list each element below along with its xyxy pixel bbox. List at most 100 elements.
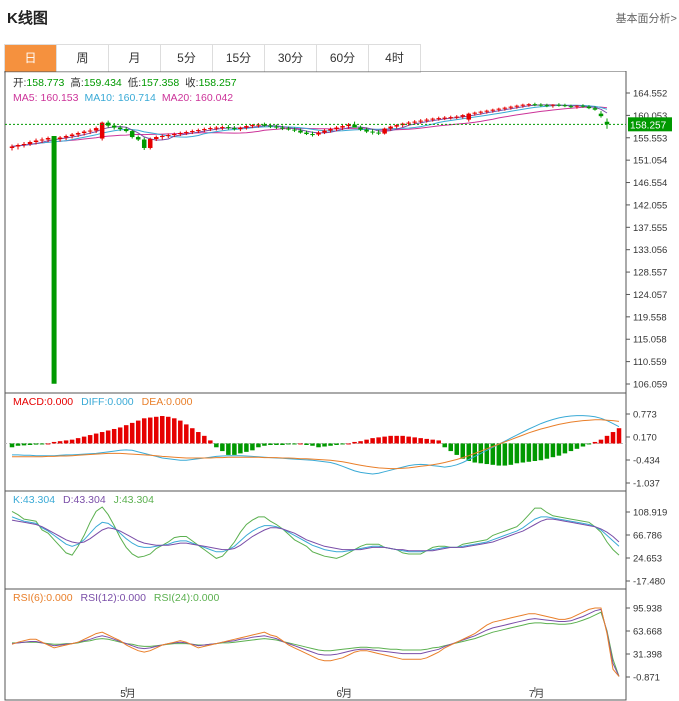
macd-bar <box>580 443 586 447</box>
diff-value: 0.000 <box>107 396 133 408</box>
ma20-label: MA20: <box>162 92 192 104</box>
macd-bar <box>538 443 544 461</box>
candle-body <box>63 136 69 138</box>
candle-body <box>93 128 99 131</box>
macd-bar <box>147 417 153 444</box>
macd-bar <box>27 443 33 445</box>
macd-bar <box>190 428 195 444</box>
macd-bar <box>274 443 279 445</box>
macd-bar <box>75 438 81 444</box>
rsi24-line <box>12 611 620 677</box>
candle-body <box>334 127 339 130</box>
page-title: K线图 <box>7 10 48 27</box>
macd-bar <box>466 443 472 462</box>
macd-bar <box>238 443 243 454</box>
macd-bar <box>129 422 135 444</box>
candle-body <box>15 144 21 147</box>
candle-body <box>364 129 369 132</box>
tab-week[interactable]: 周 <box>57 45 109 72</box>
candle-body <box>123 129 129 132</box>
y-tick-label: 160.053 <box>633 111 667 122</box>
y-tick-label: 164.552 <box>633 89 667 100</box>
y-tick-label: -0.871 <box>633 673 660 684</box>
candle-body <box>160 136 165 138</box>
macd-bar <box>364 439 369 444</box>
candle-body <box>472 112 478 114</box>
candle-body <box>502 107 508 109</box>
candle-body <box>141 139 147 148</box>
macd-bar <box>280 443 285 445</box>
tab-60min[interactable]: 60分 <box>317 45 369 72</box>
macd-bar <box>526 443 532 462</box>
close-label: 收: <box>185 76 198 89</box>
candle-body <box>214 127 219 129</box>
candle-body <box>562 105 568 107</box>
candle-body <box>388 126 393 129</box>
macd-bar <box>388 435 393 444</box>
macd-bar <box>616 428 622 444</box>
candle-body <box>87 130 93 132</box>
macd-bar <box>298 443 303 445</box>
macd-bar <box>196 432 201 444</box>
macd-bar <box>141 418 147 444</box>
d-value: 43.304 <box>74 494 106 506</box>
tab-30min[interactable]: 30分 <box>265 45 317 72</box>
tab-4hour[interactable]: 4时 <box>369 45 421 72</box>
y-tick-label: 106.059 <box>633 380 667 391</box>
candle-body <box>208 128 213 130</box>
candle-body <box>496 108 502 110</box>
macd-bar <box>496 443 502 466</box>
macd-bar <box>382 436 387 444</box>
candle-body <box>9 146 15 148</box>
current-price-label: 158.257 <box>630 120 667 131</box>
macd-bar <box>153 416 159 444</box>
candle-body <box>304 132 309 135</box>
macd-bar <box>51 441 57 444</box>
y-tick-label: 155.553 <box>633 133 667 144</box>
candle-body <box>526 104 532 106</box>
macd-bar <box>340 443 345 445</box>
tab-5min[interactable]: 5分 <box>161 45 213 72</box>
candle-body <box>586 106 592 109</box>
fundamental-analysis-link[interactable]: 基本面分析> <box>615 13 677 25</box>
macd-bar <box>304 443 309 445</box>
macd-bar <box>490 443 496 465</box>
j-value: 43.304 <box>122 494 154 506</box>
tab-day[interactable]: 日 <box>5 45 57 72</box>
candle-body <box>178 133 183 135</box>
macd-bar <box>346 443 351 445</box>
macd-bar <box>117 427 123 444</box>
kline-chart[interactable]: 164.552 160.053 155.553 151.054 146.554 142.0… <box>0 71 679 701</box>
candle-body <box>33 140 39 143</box>
j-line <box>11 506 620 559</box>
candle-body <box>418 120 423 122</box>
y-tick-label: 95.938 <box>633 604 662 615</box>
candle-body <box>394 125 399 127</box>
candle-body <box>406 122 411 124</box>
macd-bar <box>160 416 165 444</box>
macd-bar <box>87 435 93 444</box>
macd-bar <box>322 443 327 447</box>
macd-bar <box>484 443 490 465</box>
candle-body <box>147 139 153 148</box>
tab-month[interactable]: 月 <box>109 45 161 72</box>
y-tick-label: 0.773 <box>633 410 657 421</box>
rsi24-label: RSI(24): <box>154 592 193 604</box>
tab-15min[interactable]: 15分 <box>213 45 265 72</box>
macd-bar <box>424 438 429 444</box>
candle-body <box>220 127 225 129</box>
close-value: 158.257 <box>199 77 237 89</box>
rsi12-label: RSI(12): <box>81 592 120 604</box>
macd-bar <box>556 443 562 456</box>
rsi6-label: RSI(6): <box>13 592 46 604</box>
candle-body <box>466 113 472 120</box>
candle-body <box>310 134 315 136</box>
current-price-tag <box>628 117 672 132</box>
macd-bar <box>9 443 15 448</box>
candle-body <box>376 132 381 134</box>
candle-body <box>196 130 201 132</box>
macd-bar <box>172 418 177 444</box>
k-label: K: <box>13 494 23 506</box>
